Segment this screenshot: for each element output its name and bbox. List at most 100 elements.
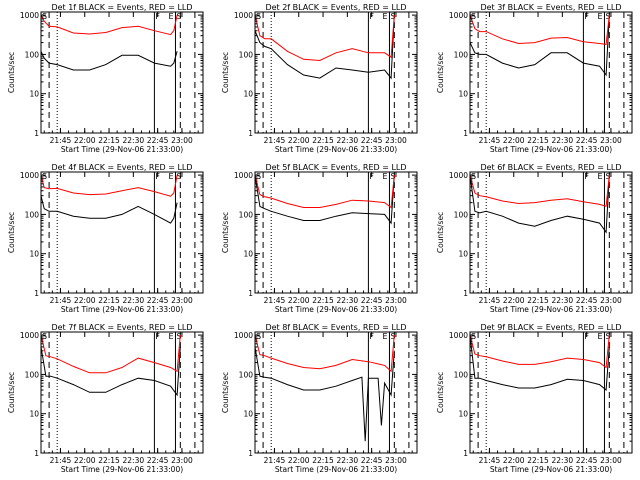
start2-label: S: [390, 332, 395, 341]
x-tick-label: 22:30: [337, 136, 359, 145]
x-axis-label: Start Time (29-Nov-06 21:33:00): [490, 465, 612, 474]
y-tick-label: 1: [248, 129, 253, 138]
plot-frame: [469, 331, 633, 454]
y-tick-label: 100: [25, 210, 40, 219]
y-tick-label: 1: [34, 129, 39, 138]
panel-2: Det 2f BLACK = Events, RED = LLDSFES1101…: [221, 3, 418, 154]
start-label: S: [471, 332, 476, 341]
plot-frame: [254, 11, 418, 134]
events-series-line: [41, 346, 181, 397]
x-tick-label: 22:45: [147, 456, 169, 465]
start2-label: S: [605, 332, 610, 341]
x-tick-label: 23:00: [600, 456, 622, 465]
y-axis-label: Counts/sec: [7, 212, 16, 253]
y-axis-label: Counts/sec: [436, 52, 445, 93]
events-series-line: [255, 15, 395, 80]
plot-frame: [40, 171, 204, 294]
x-axis-label: Start Time (29-Nov-06 21:33:00): [61, 145, 183, 154]
x-tick-label: 22:30: [337, 296, 359, 305]
y-axis-label: Counts/sec: [221, 52, 230, 93]
start2-label: S: [605, 172, 610, 181]
y-tick-label: 100: [25, 50, 40, 59]
panel-4: Det 4f BLACK = Events, RED = LLDSFES1101…: [7, 163, 204, 314]
y-tick-label: 10: [29, 410, 39, 419]
x-tick-label: 22:30: [123, 136, 145, 145]
start-label: S: [256, 12, 261, 21]
lld-series-line: [255, 174, 395, 209]
x-axis-label: Start Time (29-Nov-06 21:33:00): [275, 145, 397, 154]
panel-title: Det 9f BLACK = Events, RED = LLD: [480, 323, 621, 332]
y-axis-label: Counts/sec: [7, 52, 16, 93]
x-tick-label: 23:00: [385, 136, 407, 145]
y-tick-label: 1: [463, 289, 468, 298]
plot-frame: [469, 11, 633, 134]
y-tick-label: 10: [29, 250, 39, 259]
panel-title: Det 4f BLACK = Events, RED = LLD: [51, 163, 192, 172]
plot-frame: [40, 11, 204, 134]
y-tick-label: 1: [34, 289, 39, 298]
y-tick-label: 1000: [449, 171, 468, 180]
y-tick-label: 1: [34, 449, 39, 458]
lld-series-line: [470, 14, 610, 45]
y-axis-label: Counts/sec: [221, 372, 230, 413]
x-tick-label: 22:00: [74, 296, 96, 305]
panel-title: Det 1f BLACK = Events, RED = LLD: [51, 3, 192, 12]
y-tick-label: 10: [243, 90, 253, 99]
x-tick-label: 22:00: [288, 456, 310, 465]
x-tick-label: 22:45: [576, 136, 598, 145]
y-tick-label: 1: [248, 449, 253, 458]
x-tick-label: 23:00: [171, 296, 193, 305]
panel-title: Det 5f BLACK = Events, RED = LLD: [265, 163, 406, 172]
plot-frame: [469, 171, 633, 294]
start2-label: S: [176, 172, 181, 181]
x-axis-label: Start Time (29-Nov-06 21:33:00): [490, 145, 612, 154]
panel-7: Det 7f BLACK = Events, RED = LLDSFES1101…: [7, 323, 204, 474]
x-tick-label: 22:15: [527, 296, 549, 305]
start-label: S: [256, 172, 261, 181]
start2-label: S: [390, 12, 395, 21]
x-tick-label: 22:15: [312, 296, 334, 305]
x-tick-label: 22:00: [74, 456, 96, 465]
lld-series-line: [255, 14, 395, 62]
y-tick-label: 1000: [449, 331, 468, 340]
x-tick-label: 22:00: [503, 136, 525, 145]
y-tick-label: 100: [454, 50, 469, 59]
end-label: E: [382, 332, 387, 341]
end-label: E: [382, 12, 387, 21]
x-tick-label: 21:45: [50, 456, 72, 465]
y-tick-label: 100: [25, 370, 40, 379]
end-label: E: [597, 172, 602, 181]
y-tick-label: 1: [463, 129, 468, 138]
panel-5: Det 5f BLACK = Events, RED = LLDSFES1101…: [221, 163, 418, 314]
x-tick-label: 22:15: [527, 456, 549, 465]
x-tick-label: 22:45: [361, 296, 383, 305]
x-tick-label: 22:45: [147, 296, 169, 305]
x-tick-label: 22:15: [312, 136, 334, 145]
x-tick-label: 22:15: [312, 456, 334, 465]
y-tick-label: 1: [463, 449, 468, 458]
start-label: S: [42, 332, 47, 341]
x-tick-label: 22:30: [123, 456, 145, 465]
x-tick-label: 23:00: [600, 296, 622, 305]
lld-series-line: [255, 334, 395, 373]
start2-label: S: [176, 332, 181, 341]
x-tick-label: 22:45: [361, 456, 383, 465]
y-tick-label: 1000: [20, 171, 39, 180]
y-axis-label: Counts/sec: [436, 372, 445, 413]
start2-label: S: [390, 172, 395, 181]
y-tick-label: 10: [243, 250, 253, 259]
panel-title: Det 8f BLACK = Events, RED = LLD: [265, 323, 406, 332]
y-tick-label: 1000: [234, 171, 253, 180]
x-tick-label: 22:15: [98, 296, 120, 305]
y-tick-label: 1000: [20, 331, 39, 340]
start2-label: S: [605, 12, 610, 21]
events-series-line: [470, 175, 610, 234]
x-tick-label: 22:30: [552, 456, 574, 465]
x-tick-label: 22:15: [98, 456, 120, 465]
y-tick-label: 1000: [20, 11, 39, 20]
y-tick-label: 1000: [234, 331, 253, 340]
x-tick-label: 22:45: [576, 456, 598, 465]
x-axis-label: Start Time (29-Nov-06 21:33:00): [490, 305, 612, 314]
x-tick-label: 22:30: [337, 456, 359, 465]
